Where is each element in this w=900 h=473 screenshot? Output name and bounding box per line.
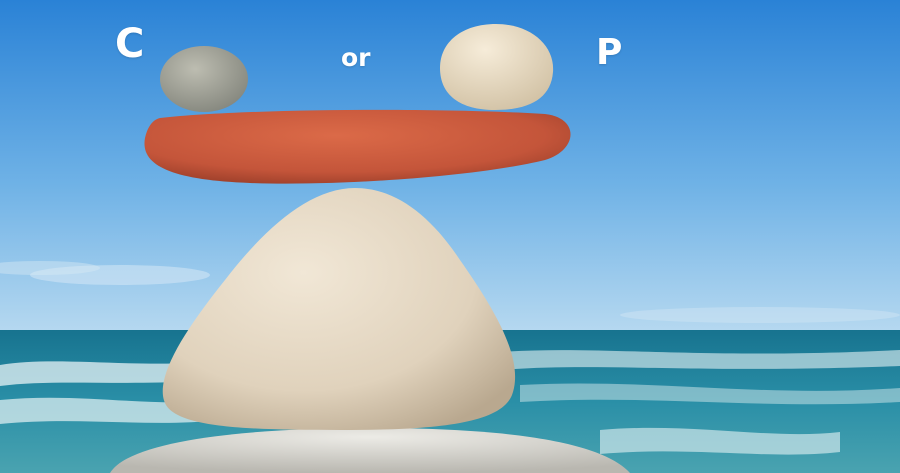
bottom-rock — [110, 428, 630, 473]
plank-stone — [144, 109, 571, 184]
letter-p-label: P — [596, 32, 623, 73]
base-stone — [162, 188, 516, 430]
or-label: or — [341, 43, 371, 72]
right-pebble — [440, 24, 554, 110]
letter-c-label: C — [115, 21, 145, 67]
left-pebble — [160, 46, 248, 112]
